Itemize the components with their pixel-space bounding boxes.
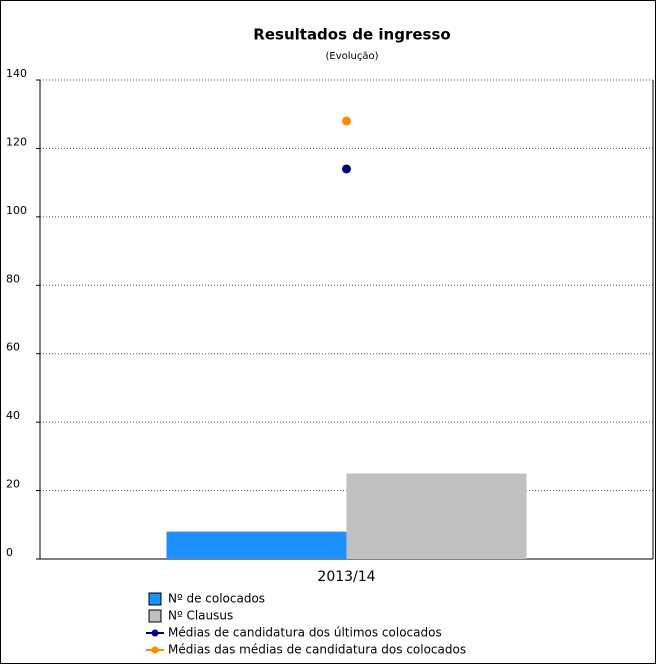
y-tick-label: 40 [6, 409, 20, 422]
legend-label: Médias de candidatura dos últimos coloca… [168, 626, 442, 640]
y-tick-label: 120 [6, 135, 27, 148]
legend-dot [151, 646, 159, 654]
y-tick-label: 80 [6, 272, 20, 285]
legend-dot [151, 629, 159, 637]
point [342, 164, 351, 174]
y-tick-label: 140 [6, 67, 27, 80]
legend-label: Nº de colocados [168, 592, 265, 606]
y-tick-label: 0 [6, 546, 13, 559]
chart-subtitle: (Evolução) [325, 51, 378, 62]
legend-label: Médias das médias de candidatura dos col… [168, 643, 466, 657]
y-tick-label: 60 [6, 341, 20, 354]
chart-title: Resultados de ingresso [253, 26, 450, 44]
legend-swatch [148, 592, 162, 606]
y-tick-label: 20 [6, 478, 20, 491]
legend-label: Nº Clausus [168, 609, 233, 623]
x-tick-label: 2013/14 [317, 569, 375, 585]
point [342, 116, 351, 126]
y-tick-label: 100 [6, 204, 27, 217]
bar [166, 531, 347, 559]
bar [346, 473, 527, 559]
legend-swatch [148, 609, 162, 623]
